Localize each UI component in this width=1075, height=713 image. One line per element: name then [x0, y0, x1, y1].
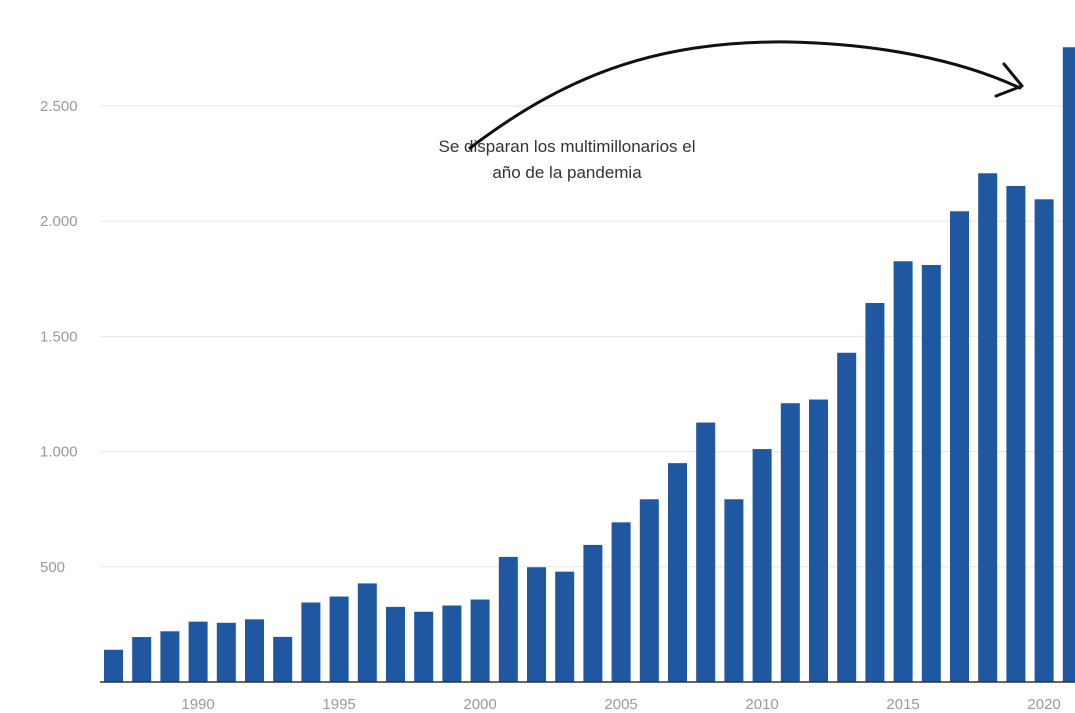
bar-1997 — [386, 606, 405, 682]
x-tick-label: 2020 — [1027, 696, 1060, 713]
bar-2017 — [950, 211, 969, 683]
bar-2010 — [752, 449, 772, 682]
bar-2006 — [639, 499, 659, 682]
y-tick-label: 2.500 — [40, 98, 78, 115]
bar-1989 — [160, 631, 180, 682]
bars — [104, 47, 1075, 683]
bar-2021 — [1062, 47, 1075, 683]
x-tick-label: 2015 — [886, 696, 919, 713]
x-tick-label: 2010 — [745, 696, 778, 713]
bar-2004 — [583, 544, 603, 682]
arrow-head-icon — [994, 62, 1024, 98]
x-tick-label: 2000 — [463, 696, 496, 713]
annotation-line-2: año de la pandemia — [492, 163, 642, 182]
bar-2002 — [527, 567, 546, 682]
bar-2015 — [893, 261, 913, 682]
bar-2018 — [978, 173, 998, 682]
bar-1999 — [442, 605, 462, 682]
bar-2014 — [865, 302, 885, 682]
bar-2020 — [1034, 199, 1054, 682]
x-axis-labels: 1990 1995 2000 2005 2010 2015 2020 — [181, 696, 1060, 713]
bar-2011 — [780, 403, 800, 682]
bar-1995 — [329, 596, 349, 682]
bar-1993 — [273, 636, 293, 682]
bar-2009 — [724, 499, 744, 682]
x-tick-label: 1995 — [322, 696, 355, 713]
bar-1988 — [132, 637, 152, 682]
bar-2003 — [555, 571, 575, 682]
y-tick-label: 1.500 — [40, 328, 78, 345]
y-axis-labels: 500 1.000 1.500 2.000 2.500 — [40, 98, 78, 576]
bar-1994 — [301, 602, 321, 682]
bar-2001 — [498, 556, 518, 682]
x-tick-label: 2005 — [604, 696, 637, 713]
bar-2012 — [809, 399, 828, 682]
bar-2016 — [921, 264, 941, 682]
y-tick-label: 500 — [40, 559, 65, 576]
bar-2007 — [668, 463, 687, 682]
annotation: Se disparan los multimillonarios el año … — [438, 40, 1024, 182]
annotation-line-1: Se disparan los multimillonarios el — [438, 137, 695, 156]
y-tick-label: 1.000 — [40, 444, 78, 461]
annotation-arrow — [468, 40, 1022, 150]
bar-1998 — [414, 611, 434, 682]
bar-1996 — [357, 583, 377, 682]
x-tick-label: 1990 — [181, 696, 214, 713]
bar-2008 — [696, 422, 716, 682]
bar-2000 — [470, 599, 490, 682]
bar-1991 — [216, 622, 236, 682]
y-tick-label: 2.000 — [40, 213, 78, 230]
bar-2013 — [837, 352, 857, 682]
bar-1987 — [104, 649, 123, 682]
bar-1990 — [188, 621, 208, 682]
bar-1992 — [245, 619, 264, 682]
bar-2005 — [611, 522, 631, 682]
bar-2019 — [1006, 185, 1026, 683]
